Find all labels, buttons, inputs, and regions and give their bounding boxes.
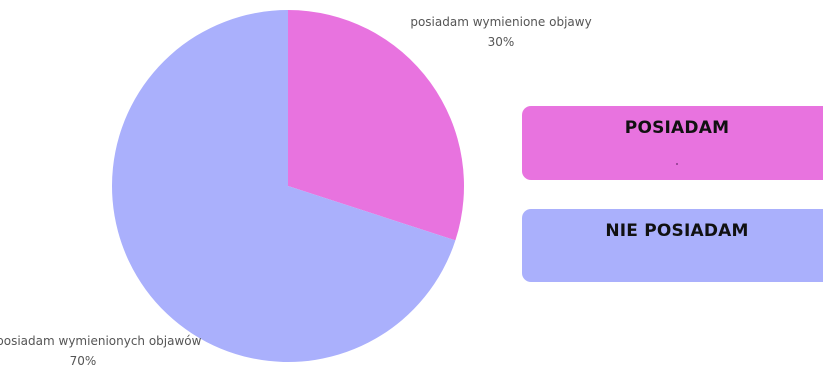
slice-label-posiadam: posiadam wymienione objawy 30% [392,12,610,52]
legend-nie-posiadam: NIE POSIADAM [522,209,823,282]
slice-label-posiadam-value: 30% [487,35,515,49]
legend-nie-posiadam-label: NIE POSIADAM [605,221,749,241]
pie-slice-nie-posiadam [111,10,456,362]
legend-posiadam-label: POSIADAM [624,118,730,138]
legend-dot [676,163,678,165]
slice-label-nie-posiadam-value: 70% [69,354,97,368]
slice-label-nie-posiadam-name: nie posiadam wymienionych objawów [0,334,202,348]
legend-posiadam: POSIADAM [522,106,823,180]
slice-label-nie-posiadam: nie posiadam wymienionych objawów 70% [0,331,202,370]
pie-slice-posiadam [288,10,464,241]
slice-label-posiadam-name: posiadam wymienione objawy [410,15,592,29]
